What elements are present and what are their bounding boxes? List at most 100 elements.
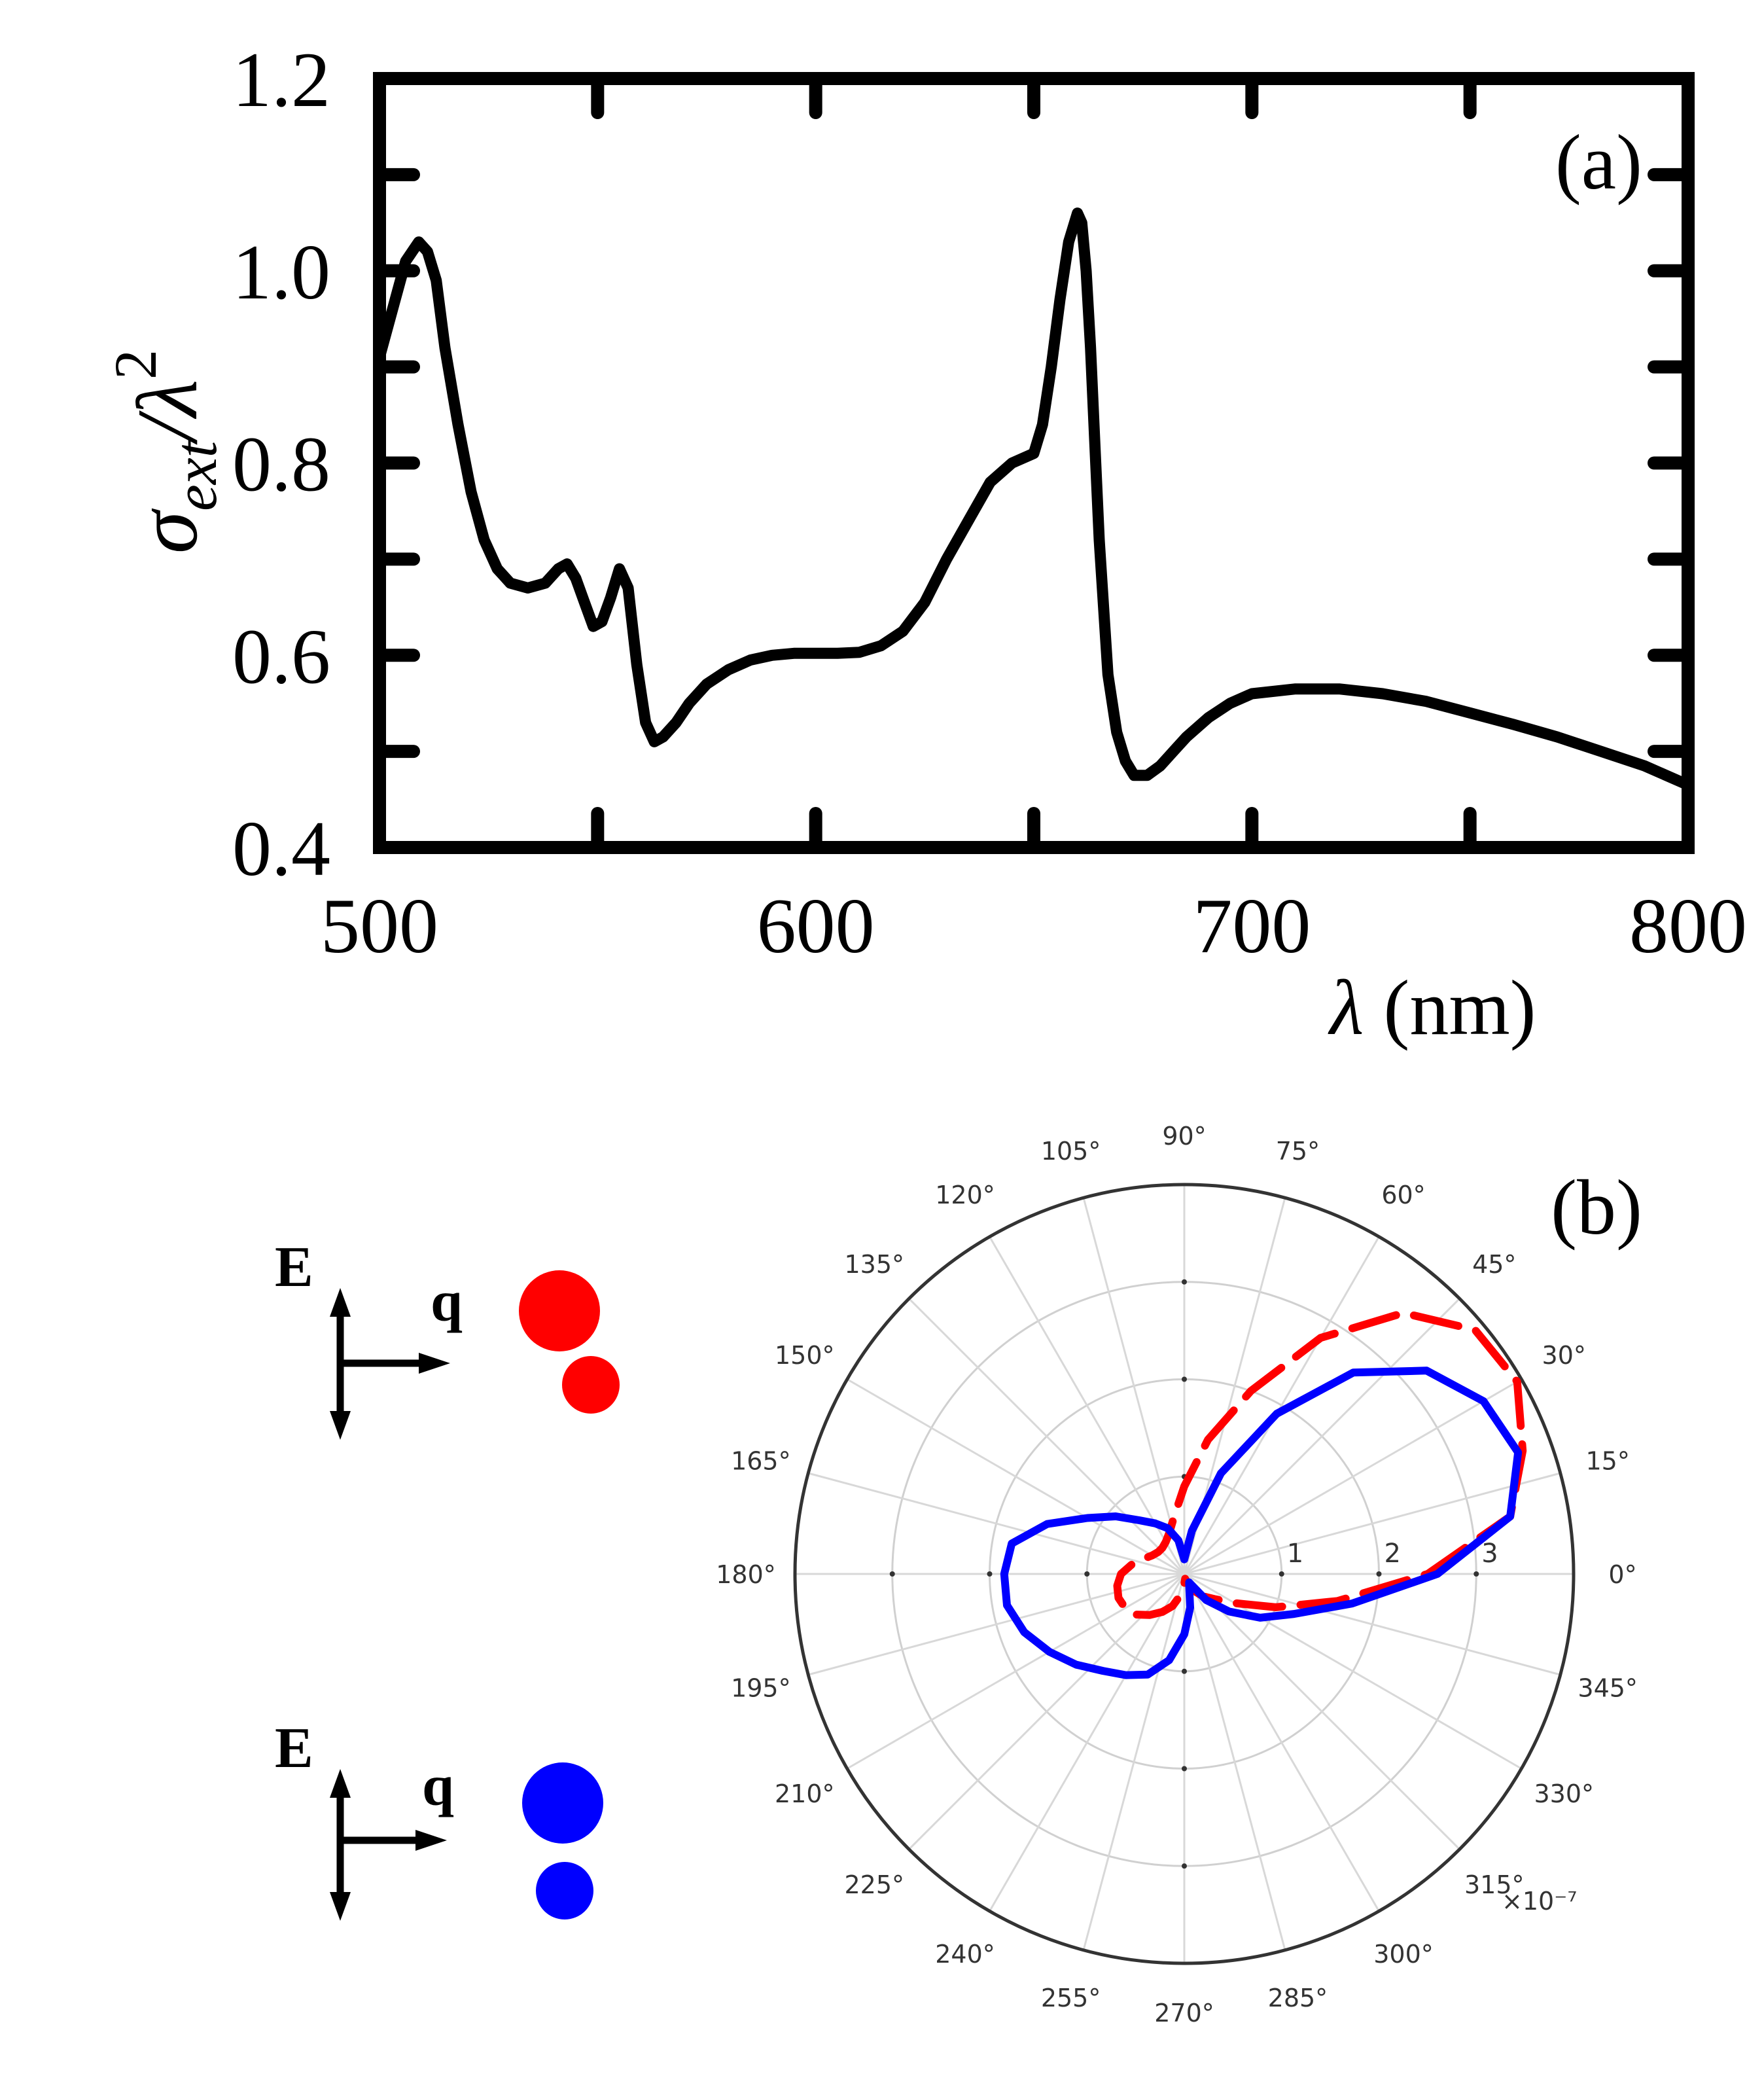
- b-grid-spoke: [846, 1378, 1185, 1575]
- a-xlabel-unit: (nm): [1364, 964, 1536, 1051]
- b-axis-tick-dot: [1182, 1863, 1187, 1869]
- b-grid-spoke: [908, 1573, 1186, 1850]
- b-grid-spoke: [807, 1472, 1185, 1575]
- b-angle-label: 330°: [1534, 1779, 1594, 1808]
- legend-blue-small-particle: [536, 1862, 593, 1919]
- a-x-tick-label: 500: [321, 882, 438, 969]
- b-angle-label: 150°: [775, 1341, 835, 1370]
- panel-b-legend: E q E q: [275, 1236, 620, 1921]
- legend-red-e-arrowhead-up: [330, 1288, 351, 1317]
- b-grid-spoke: [1082, 1573, 1186, 1951]
- b-axis-tick-dot: [1376, 1571, 1382, 1577]
- a-y-axis-label: σext/λ2: [102, 349, 229, 554]
- b-axis-tick-dot: [1182, 1376, 1187, 1382]
- b-angle-label: 30°: [1542, 1341, 1586, 1370]
- legend-red-q-label: q: [431, 1270, 463, 1334]
- b-axis-tick-dot: [1279, 1571, 1284, 1577]
- b-angle-label: 180°: [716, 1560, 776, 1589]
- b-axis-tick-dot: [1473, 1571, 1479, 1577]
- b-angle-label: 270°: [1154, 1999, 1214, 2027]
- b-axis-tick-dot: [987, 1571, 993, 1577]
- b-angle-label: 315°: [1464, 1870, 1525, 1899]
- b-series-blue-solid: [1000, 1366, 1523, 1679]
- b-angle-labels: 0° 15° 30° 45° 60° 75° 90° 105° 120° 135° 150° 165°…: [716, 1122, 1638, 2027]
- b-panel-label: (b): [1551, 1164, 1642, 1251]
- b-grid-spoke: [846, 1573, 1185, 1770]
- b-grid-spoke: [1183, 1573, 1380, 1912]
- b-angle-label: 285°: [1268, 1984, 1328, 2012]
- b-radial-labels: 1 2 3: [1287, 1539, 1498, 1569]
- b-angle-label: 0°: [1608, 1560, 1636, 1589]
- b-grid-spoke: [908, 1298, 1186, 1575]
- legend-red-q-arrowhead: [419, 1353, 450, 1374]
- a-x-tick-label: 800: [1629, 882, 1747, 969]
- b-angle-label: 120°: [935, 1181, 995, 1209]
- legend-blue-large-particle: [522, 1762, 603, 1844]
- legend-blue-e-label: E: [275, 1717, 313, 1780]
- a-y-tick-label: 0.6: [232, 613, 330, 700]
- b-radial-label: 2: [1385, 1539, 1401, 1569]
- a-xlabel-lambda: λ: [1328, 964, 1364, 1051]
- legend-blue-e-arrowhead-down: [330, 1892, 351, 1921]
- b-angle-label: 345°: [1578, 1673, 1638, 1702]
- b-axis-tick-dot: [1084, 1571, 1090, 1577]
- b-angle-label: 60°: [1381, 1181, 1425, 1209]
- legend-blue-q-label: q: [422, 1755, 454, 1818]
- b-grid-spoke: [1183, 1236, 1380, 1575]
- b-grid-spoke: [1183, 1573, 1286, 1951]
- b-angle-label: 300°: [1373, 1940, 1434, 1969]
- a-x-tick-label: 600: [757, 882, 875, 969]
- b-grid-spoke: [989, 1573, 1186, 1912]
- b-angle-label: 75°: [1276, 1137, 1320, 1166]
- a-plot-frame: [373, 72, 1695, 854]
- b-grid-spoke: [1184, 1573, 1561, 1676]
- b-grid-spoke: [1184, 1378, 1523, 1575]
- panel-b-polar-chart: 0° 15° 30° 45° 60° 75° 90° 105° 120° 135° 150° 165°…: [716, 1122, 1642, 2027]
- b-axis-tick-dot: [889, 1571, 895, 1577]
- b-angle-label: 45°: [1472, 1250, 1516, 1279]
- b-scale-note: ×10⁻⁷: [1502, 1887, 1577, 1916]
- a-panel-label: (a): [1555, 118, 1642, 205]
- a-ylabel-slash-lambda: /λ: [119, 380, 215, 446]
- a-y-tick-label: 1.0: [232, 228, 330, 315]
- a-x-ticks: [591, 72, 1477, 854]
- b-grid-spoke: [1082, 1197, 1186, 1575]
- legend-blue-group: E q: [275, 1717, 603, 1921]
- legend-blue-q-arrowhead: [415, 1830, 447, 1851]
- b-angle-label: 195°: [731, 1673, 791, 1702]
- b-radial-label: 1: [1287, 1539, 1303, 1569]
- a-y-tick-label: 0.4: [232, 805, 330, 892]
- b-grid-spoke: [989, 1236, 1186, 1575]
- a-y-tick-label: 0.8: [232, 421, 330, 508]
- a-x-tick-label: 700: [1193, 882, 1311, 969]
- b-angle-label: 90°: [1162, 1122, 1206, 1151]
- a-ylabel-subscript: ext: [162, 439, 229, 511]
- a-y-tick-labels: 0.4 0.6 0.8 1.0 1.2: [232, 36, 330, 892]
- a-y-tick-label: 1.2: [232, 36, 330, 123]
- panel-a-line-chart: 0.4 0.6 0.8 1.0 1.2 500 600 700 800 (a) σext/λ2…: [102, 36, 1747, 1051]
- a-x-tick-labels: 500 600 700 800: [321, 882, 1747, 969]
- b-radial-label: 3: [1481, 1539, 1498, 1569]
- b-angle-label: 255°: [1041, 1984, 1101, 2012]
- a-x-axis-label: λ (nm): [1328, 964, 1536, 1051]
- legend-red-large-particle: [519, 1270, 600, 1351]
- a-ylabel-superscript: 2: [102, 349, 169, 380]
- b-angle-label: 210°: [775, 1779, 835, 1808]
- b-axis-tick-dot: [1182, 1766, 1187, 1772]
- b-angle-label: 15°: [1585, 1447, 1629, 1476]
- b-angle-label: 240°: [935, 1940, 995, 1969]
- b-angle-label: 225°: [844, 1870, 904, 1899]
- b-grid-spoke: [807, 1573, 1185, 1676]
- extinction-spectrum-line: [374, 207, 1694, 791]
- b-axis-tick-dot: [1182, 1668, 1187, 1674]
- legend-red-small-particle: [562, 1356, 620, 1414]
- legend-red-group: E q: [275, 1236, 620, 1440]
- a-y-ticks: [373, 168, 1695, 759]
- b-grid-spoke: [1184, 1472, 1561, 1575]
- b-outer-circle: [793, 1183, 1576, 1965]
- b-angle-label: 105°: [1041, 1137, 1101, 1166]
- b-angle-label: 165°: [731, 1447, 791, 1476]
- b-axis-tick-dot: [1182, 1279, 1187, 1285]
- b-series: [1000, 1309, 1527, 1679]
